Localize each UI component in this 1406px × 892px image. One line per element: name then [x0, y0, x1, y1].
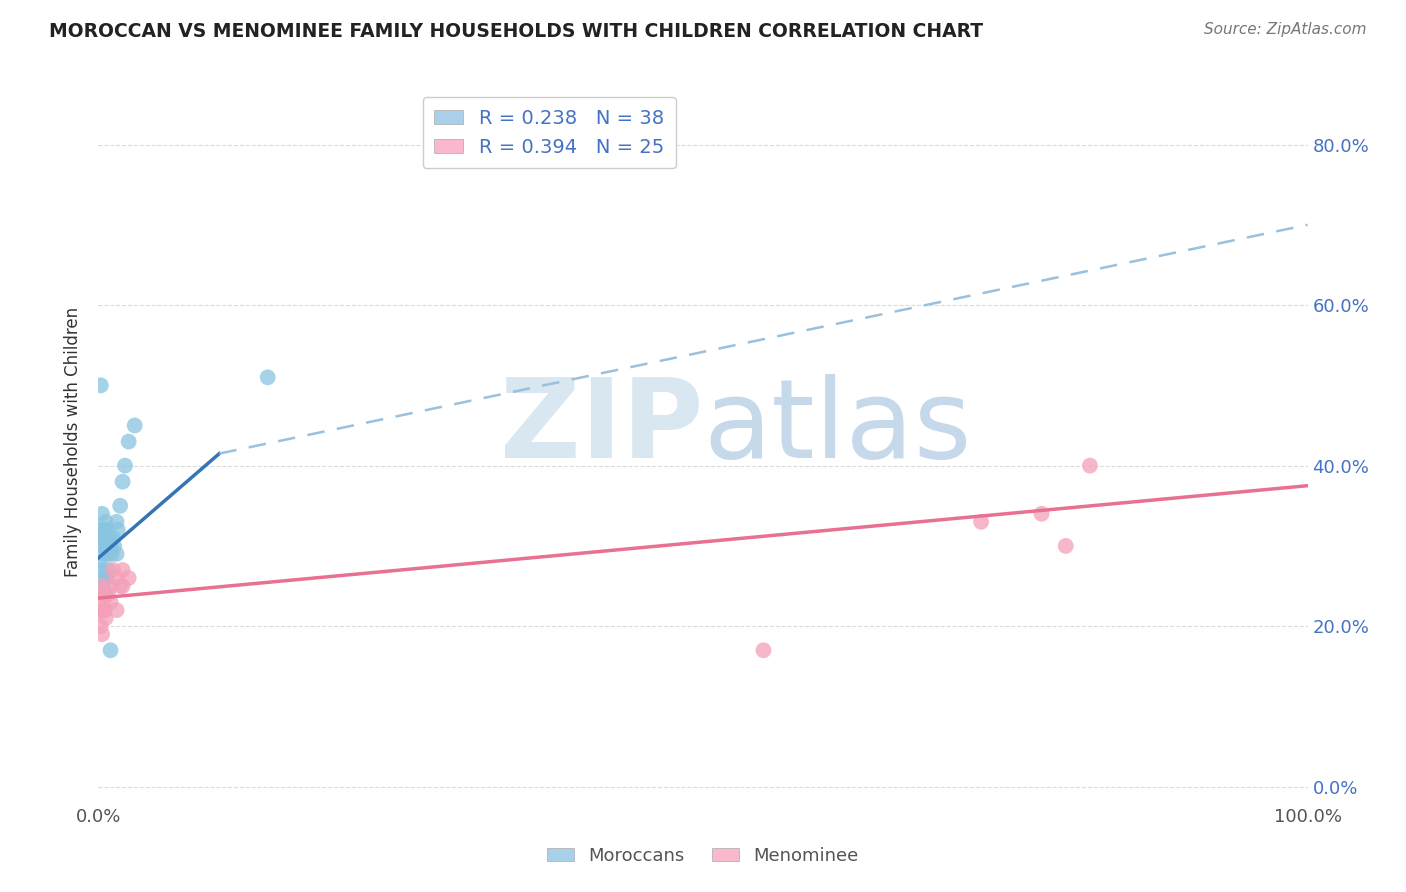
Text: ZIP: ZIP — [499, 374, 703, 481]
Point — [94, 515, 117, 529]
Point — [256, 370, 278, 384]
Point — [91, 595, 114, 609]
Point — [93, 603, 115, 617]
Point — [93, 539, 115, 553]
Point — [101, 531, 124, 545]
Point — [101, 563, 124, 577]
Point — [94, 587, 117, 601]
Point — [100, 595, 122, 609]
Point — [96, 571, 118, 585]
Text: MOROCCAN VS MENOMINEE FAMILY HOUSEHOLDS WITH CHILDREN CORRELATION CHART: MOROCCAN VS MENOMINEE FAMILY HOUSEHOLDS … — [49, 22, 983, 41]
Point — [90, 619, 112, 633]
Point — [91, 603, 114, 617]
Text: atlas: atlas — [703, 374, 972, 481]
Point — [91, 523, 114, 537]
Point — [111, 475, 134, 489]
Point — [124, 418, 146, 433]
Point — [108, 499, 131, 513]
Point — [105, 515, 128, 529]
Point — [89, 555, 111, 569]
Point — [97, 563, 120, 577]
Point — [111, 579, 134, 593]
Point — [93, 603, 115, 617]
Point — [96, 539, 118, 553]
Point — [111, 563, 134, 577]
Point — [91, 579, 114, 593]
Point — [118, 434, 141, 449]
Point — [1054, 539, 1077, 553]
Point — [96, 523, 118, 537]
Point — [100, 643, 122, 657]
Point — [100, 539, 122, 553]
Point — [98, 531, 121, 545]
Point — [90, 378, 112, 392]
Point — [103, 539, 125, 553]
Point — [91, 579, 114, 593]
Point — [94, 587, 117, 601]
Point — [93, 547, 115, 561]
Point — [105, 547, 128, 561]
Point — [97, 547, 120, 561]
Legend: Moroccans, Menominee: Moroccans, Menominee — [540, 840, 866, 872]
Point — [91, 531, 114, 545]
Point — [107, 523, 129, 537]
Y-axis label: Family Households with Children: Family Households with Children — [65, 307, 83, 576]
Point — [100, 547, 122, 561]
Point — [114, 458, 136, 473]
Point — [91, 507, 114, 521]
Point — [91, 539, 114, 553]
Point — [100, 579, 122, 593]
Legend: R = 0.238   N = 38, R = 0.394   N = 25: R = 0.238 N = 38, R = 0.394 N = 25 — [423, 97, 676, 169]
Point — [97, 539, 120, 553]
Point — [98, 531, 121, 545]
Point — [752, 643, 775, 657]
Point — [90, 523, 112, 537]
Point — [90, 603, 112, 617]
Point — [970, 515, 993, 529]
Point — [89, 587, 111, 601]
Point — [94, 531, 117, 545]
Point — [118, 571, 141, 585]
Point — [90, 563, 112, 577]
Point — [108, 579, 131, 593]
Point — [97, 587, 120, 601]
Point — [105, 603, 128, 617]
Text: Source: ZipAtlas.com: Source: ZipAtlas.com — [1204, 22, 1367, 37]
Point — [91, 627, 114, 641]
Point — [94, 611, 117, 625]
Point — [105, 571, 128, 585]
Point — [1078, 458, 1101, 473]
Point — [1031, 507, 1053, 521]
Point — [91, 571, 114, 585]
